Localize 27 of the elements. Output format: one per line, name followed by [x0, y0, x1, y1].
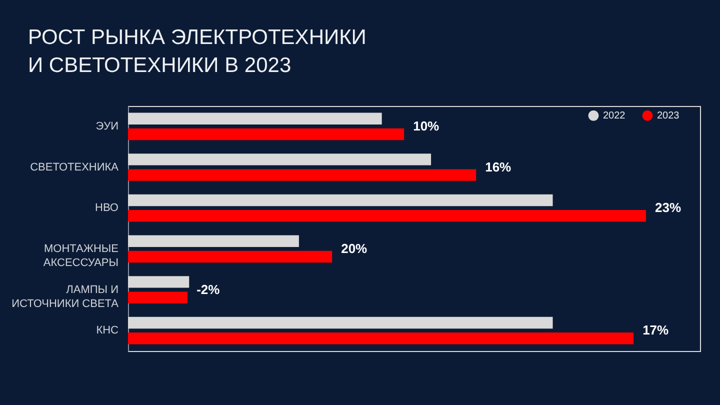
- annotation: 20%: [341, 240, 368, 256]
- y-tick-label: СВЕТОТЕХНИКА: [30, 161, 120, 174]
- bar: [128, 292, 188, 304]
- annotation: -2%: [196, 282, 220, 297]
- y-tick-label: МОНТАЖНЫЕ АКСЕССУАРЫ: [43, 242, 118, 269]
- bar: [128, 169, 476, 181]
- y-tick-label: ЭУИ: [96, 120, 118, 132]
- y-tick-label: КНС: [96, 324, 119, 337]
- bar: [128, 128, 404, 140]
- y-tick-label: НВО: [95, 202, 119, 214]
- bar: [128, 154, 432, 166]
- bar: [128, 235, 299, 247]
- bar: [128, 210, 646, 222]
- annotation: 10%: [413, 118, 440, 134]
- bar: [128, 316, 553, 329]
- chart-title: РОСТ РЫНКА ЭЛЕКТРОТЕХНИКИ И СВЕТОТЕХНИКИ В 2023: [28, 26, 366, 77]
- annotation: 17%: [642, 322, 670, 338]
- annotation: 16%: [485, 159, 512, 174]
- bar: [128, 112, 382, 124]
- bar: [128, 276, 190, 288]
- bar: [128, 332, 634, 344]
- bar: [128, 194, 553, 206]
- bar: [128, 250, 332, 263]
- annotation: 23%: [655, 200, 682, 216]
- legend-label: 2022: [603, 110, 626, 122]
- legend-label: 2023: [657, 110, 680, 122]
- y-tick-label: ЛАМПЫ И ИСТОЧНИКИ СВЕТА: [12, 284, 120, 310]
